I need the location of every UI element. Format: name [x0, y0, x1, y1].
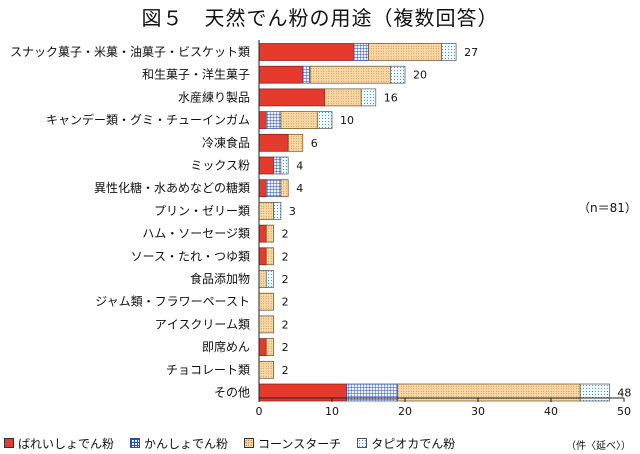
bar-segment-tapioca	[579, 383, 610, 402]
bar-segment-cornstarch	[258, 292, 274, 311]
bar-segment-tapioca	[390, 65, 406, 84]
total-label: 2	[282, 296, 289, 309]
legend-swatch-cornstarch	[244, 438, 255, 448]
total-label: 20	[413, 69, 427, 82]
x-tick-label: 50	[617, 405, 631, 418]
bar-segment-cornstarch	[258, 360, 274, 379]
bar-segment-kansho	[302, 65, 311, 84]
bar-segment-tapioca	[280, 156, 289, 175]
category-label: 食品添加物	[190, 271, 250, 286]
bar-segment-kansho	[265, 111, 282, 129]
x-tick-label: 0	[256, 405, 263, 418]
bar-segment-bareisho	[258, 111, 267, 129]
bar-segment-cornstarch	[258, 202, 274, 220]
total-label: 2	[282, 273, 289, 286]
bar-segment-cornstarch	[265, 224, 274, 243]
total-label: 10	[340, 114, 354, 127]
total-label: 16	[384, 91, 398, 104]
total-label: 2	[282, 228, 289, 241]
bar-segment-tapioca	[273, 202, 282, 220]
legend-swatch-tapioca	[357, 438, 368, 448]
sample-size-label: （n＝81）	[578, 201, 637, 215]
total-label: 48	[617, 387, 631, 400]
category-label: 和生菓子・洋生菓子	[142, 67, 250, 82]
category-label: ジャム類・フラワーペースト	[95, 295, 250, 309]
total-label: 2	[282, 341, 289, 354]
legend-item-cornstarch: コーンスターチ	[244, 435, 341, 452]
bar-segment-tapioca	[441, 43, 457, 61]
total-label: 4	[296, 182, 303, 195]
bar-segment-cornstarch	[265, 247, 274, 266]
legend-label-bareisho: ばれいしょでん粉	[18, 436, 115, 451]
bar-segment-cornstarch	[280, 111, 318, 129]
bar-segment-cornstarch	[287, 133, 304, 152]
bar-segment-bareisho	[258, 179, 267, 198]
chart-title: 図５ 天然でん粉の用途（複数回答）	[141, 6, 499, 30]
bar-segment-bareisho	[258, 338, 267, 356]
bar-segment-bareisho	[258, 156, 274, 175]
category-label: スナック菓子・米菓・油菓子・ビスケット類	[10, 45, 250, 59]
total-label: 2	[282, 364, 289, 377]
x-tick-label: 10	[325, 405, 339, 418]
legend-item-bareisho: ばれいしょでん粉	[4, 435, 114, 452]
legend-label-cornstarch: コーンスターチ	[258, 436, 342, 451]
category-label: チョコレート類	[166, 363, 250, 377]
category-label: ソース・たれ・つゆ類	[131, 249, 250, 263]
x-axis: 0 10 20 30 40 50	[256, 40, 631, 418]
unit-label: （件〈延べ〉）	[566, 441, 631, 452]
x-tick-label: 30	[471, 405, 485, 418]
legend-label-tapioca: タピオカでん粉	[371, 436, 456, 451]
category-label: プリン・ゼリー類	[154, 204, 250, 218]
bar-segment-tapioca	[317, 111, 333, 129]
bar-segment-bareisho	[258, 88, 326, 107]
bar-segment-tapioca	[265, 270, 274, 288]
category-label: 異性化糖・水あめなどの糖類	[94, 180, 250, 195]
bar-segment-cornstarch	[324, 88, 362, 107]
bar-segment-kansho	[353, 43, 369, 61]
total-label: 6	[311, 137, 318, 150]
x-tick-label: 20	[398, 405, 412, 418]
bar-segment-cornstarch	[265, 338, 274, 356]
x-tick-label: 40	[544, 405, 558, 418]
bar-segment-bareisho	[258, 247, 267, 266]
category-label: 水産練り製品	[178, 89, 250, 104]
category-label: キャンデー類・グミ・チューインガム	[46, 112, 250, 127]
bar-segment-kansho	[265, 179, 282, 198]
bar-segment-cornstarch	[309, 65, 391, 84]
bar-segment-cornstarch	[280, 179, 289, 198]
bar-segment-cornstarch	[368, 43, 442, 61]
bar-segment-cornstarch	[258, 270, 267, 288]
legend-swatch-bareisho	[4, 438, 14, 448]
bar-segment-bareisho	[258, 43, 355, 61]
legend-swatch-kansho	[130, 438, 141, 448]
total-label: 2	[282, 250, 289, 263]
category-label: アイスクリーム類	[155, 317, 250, 331]
bar-segment-tapioca	[360, 88, 377, 107]
legend: ばれいしょでん粉 かんしょでん粉 コーンスターチ タピオカでん粉	[4, 434, 471, 452]
total-label: 4	[296, 160, 303, 173]
bar-segment-cornstarch	[258, 315, 274, 334]
bar-segment-kansho	[273, 156, 282, 175]
category-labels: スナック菓子・米菓・油菓子・ビスケット類和生菓子・洋生菓子水産練り製品キャンデー…	[10, 45, 250, 400]
total-label: 27	[464, 46, 478, 59]
category-label: ミックス粉	[190, 159, 250, 173]
bar-segment-bareisho	[258, 224, 267, 243]
bar-segment-bareisho	[258, 133, 289, 152]
legend-item-tapioca: タピオカでん粉	[357, 435, 455, 452]
category-label: 即席めん	[202, 339, 250, 354]
legend-label-kansho: かんしょでん粉	[144, 436, 229, 451]
bar-segment-bareisho	[258, 65, 304, 84]
total-label: 2	[282, 318, 289, 331]
category-label: 冷凍食品	[202, 135, 250, 150]
legend-item-kansho: かんしょでん粉	[130, 435, 228, 452]
category-label: ハム・ソーセージ類	[142, 227, 250, 241]
category-label: その他	[214, 386, 250, 400]
total-label: 3	[289, 205, 296, 218]
